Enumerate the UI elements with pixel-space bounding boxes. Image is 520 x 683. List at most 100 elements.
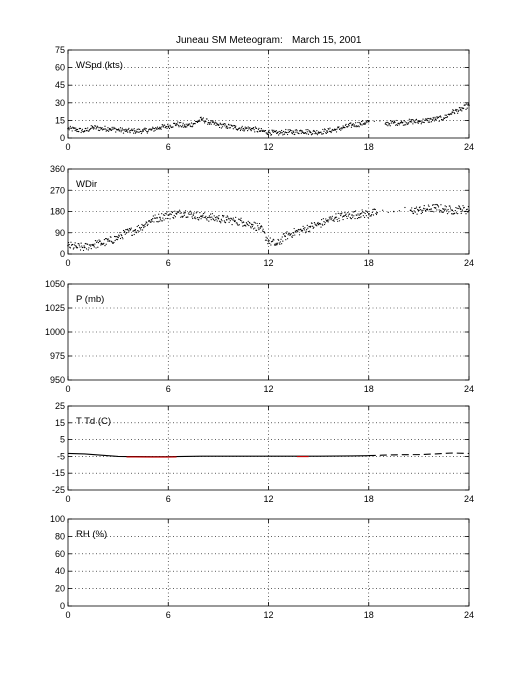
data-point <box>333 129 335 131</box>
data-point <box>87 249 89 251</box>
data-point <box>86 129 88 131</box>
data-point <box>94 240 97 242</box>
data-point <box>291 132 293 134</box>
data-point <box>291 133 293 135</box>
data-point <box>430 208 433 210</box>
data-point <box>211 216 213 218</box>
data-point <box>467 103 470 105</box>
data-point <box>314 223 316 225</box>
data-point <box>459 107 461 109</box>
data-point <box>355 125 357 127</box>
data-point <box>163 219 165 221</box>
data-point <box>220 127 222 129</box>
data-point <box>247 220 249 222</box>
data-point <box>74 129 76 132</box>
data-point <box>257 227 259 229</box>
data-point <box>344 214 347 216</box>
data-point <box>110 240 113 242</box>
data-point <box>236 222 238 224</box>
data-point <box>170 125 172 127</box>
data-point <box>443 208 445 210</box>
data-point <box>282 134 284 136</box>
data-point <box>375 213 378 216</box>
data-point <box>307 133 310 135</box>
data-point <box>403 120 405 122</box>
data-point <box>248 224 250 227</box>
data-point <box>175 124 177 127</box>
data-point <box>97 242 100 244</box>
data-point <box>432 116 434 119</box>
data-point <box>429 121 431 123</box>
data-point <box>184 210 187 212</box>
data-point <box>144 223 147 225</box>
data-point <box>72 243 74 246</box>
data-point <box>453 111 455 114</box>
data-point <box>107 127 109 129</box>
data-point <box>81 128 83 131</box>
data-point <box>229 127 231 129</box>
data-point <box>321 219 323 221</box>
data-point <box>264 129 267 132</box>
data-point <box>75 127 77 129</box>
data-point <box>313 129 315 132</box>
data-point <box>410 209 412 211</box>
data-point <box>321 133 323 135</box>
data-point <box>154 129 156 131</box>
data-point <box>68 243 70 246</box>
data-point <box>201 216 203 218</box>
data-point <box>168 214 170 216</box>
data-point <box>338 217 340 219</box>
y-tick-label: 180 <box>50 207 65 217</box>
data-point <box>275 130 277 132</box>
data-point <box>324 222 326 224</box>
data-point <box>253 129 255 131</box>
data-point <box>235 216 237 218</box>
data-point <box>69 127 71 129</box>
figure-title-station: Juneau SM Meteogram: <box>176 35 283 46</box>
data-point <box>232 128 234 130</box>
data-point <box>176 123 178 125</box>
data-point <box>213 121 215 123</box>
data-point <box>329 127 331 129</box>
data-point <box>441 211 443 214</box>
data-point <box>87 127 89 129</box>
series-line-temp-dewpoint-1 <box>368 452 470 457</box>
data-point <box>73 244 76 246</box>
data-point <box>417 120 419 122</box>
data-point <box>124 130 126 132</box>
data-point <box>328 219 330 221</box>
data-point <box>252 228 255 230</box>
data-point <box>270 244 272 246</box>
data-point <box>80 242 82 244</box>
data-point <box>219 221 221 223</box>
data-point <box>310 132 312 134</box>
data-point <box>394 121 396 123</box>
data-point <box>267 133 269 135</box>
data-point <box>164 127 166 129</box>
data-point <box>280 238 282 240</box>
data-point <box>355 210 357 212</box>
data-point <box>115 236 117 238</box>
data-point <box>151 220 153 222</box>
data-point <box>341 212 343 214</box>
data-point <box>340 213 342 215</box>
data-point <box>88 130 90 132</box>
data-point <box>305 129 307 131</box>
data-point <box>296 130 298 132</box>
data-point <box>222 216 224 218</box>
data-point <box>295 231 297 233</box>
data-point <box>414 207 416 210</box>
data-point <box>406 122 408 124</box>
series-line-temp-dewpoint-0 <box>67 452 369 458</box>
data-point <box>90 125 92 127</box>
data-point <box>461 110 463 112</box>
data-point <box>128 227 131 230</box>
data-point <box>78 244 80 246</box>
data-point <box>83 130 86 132</box>
data-point <box>124 129 126 131</box>
data-point <box>89 244 91 246</box>
data-point <box>427 204 430 206</box>
y-tick-label: 15 <box>55 115 65 125</box>
data-point <box>414 121 416 124</box>
data-point <box>85 127 87 130</box>
